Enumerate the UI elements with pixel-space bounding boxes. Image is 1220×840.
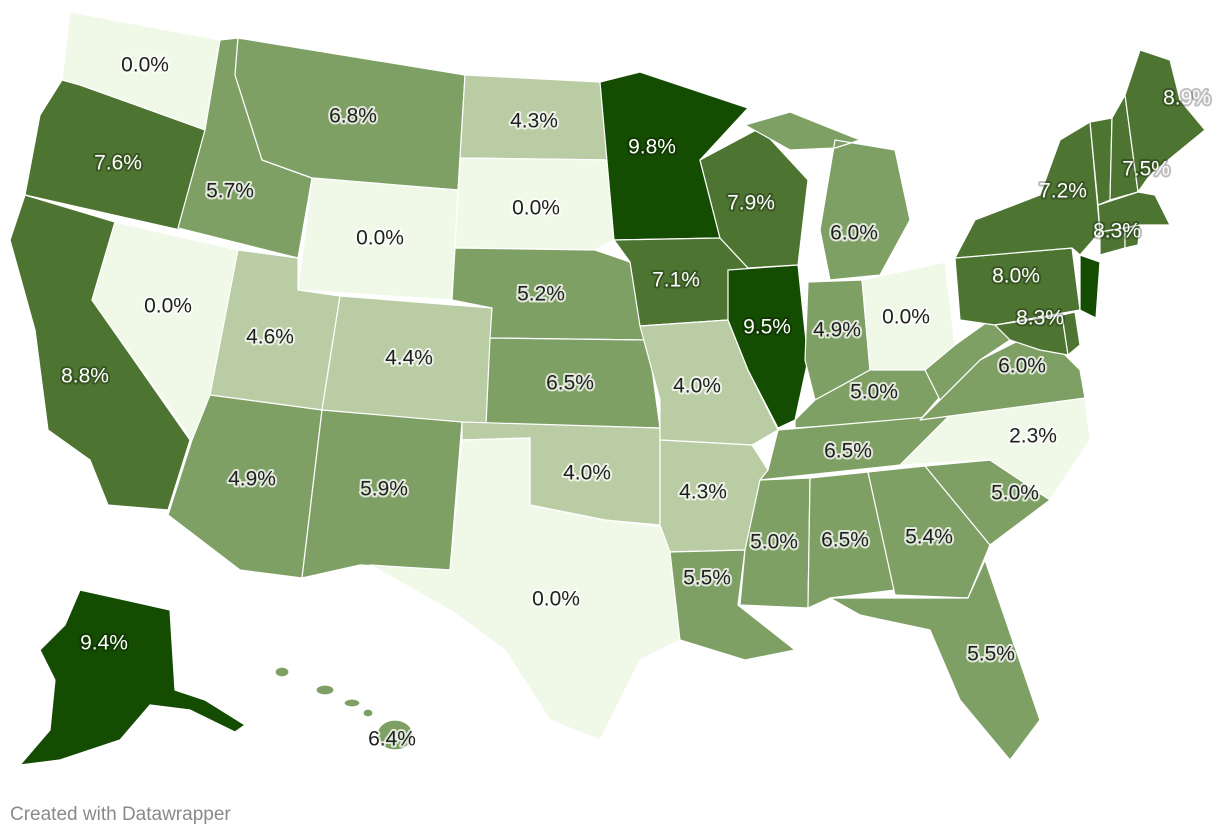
label-tx: 0.0%	[532, 588, 580, 611]
label-ok: 4.0%	[563, 462, 611, 485]
label-nh: 7.5%	[1122, 158, 1170, 181]
value-labels: 0.0% 7.6% 8.8% 0.0% 5.7% 6.8% 0.0% 4.6% …	[59, 52, 1213, 753]
label-ia: 7.1%	[652, 269, 700, 292]
state-or[interactable]	[24, 79, 206, 231]
label-fl: 5.5%	[967, 643, 1015, 666]
label-nm: 5.9%	[360, 478, 408, 501]
state-fl[interactable]	[829, 559, 1041, 761]
label-in: 4.9%	[813, 319, 861, 342]
label-la: 5.5%	[683, 567, 731, 590]
label-md: 8.3%	[1016, 307, 1064, 330]
state-tn[interactable]	[759, 414, 951, 481]
label-va: 6.0%	[998, 355, 1046, 378]
label-hi: 6.4%	[368, 728, 416, 751]
state-il[interactable]	[727, 264, 809, 429]
label-mo: 4.0%	[673, 375, 721, 398]
state-al[interactable]	[807, 471, 896, 609]
state-sd[interactable]	[454, 157, 615, 251]
state-tx[interactable]	[369, 437, 681, 741]
state-nj[interactable]	[1079, 254, 1101, 319]
label-pa: 8.0%	[992, 265, 1040, 288]
label-wa: 0.0%	[121, 54, 169, 77]
label-ky: 5.0%	[850, 381, 898, 404]
label-nd: 4.3%	[510, 110, 558, 133]
label-oh: 0.0%	[882, 306, 930, 329]
label-or: 7.6%	[94, 152, 142, 175]
label-az: 4.9%	[228, 468, 276, 491]
state-mi[interactable]	[744, 111, 911, 281]
label-nv: 0.0%	[144, 295, 192, 318]
label-ma: 8.3%	[1093, 220, 1141, 243]
label-sc: 5.0%	[991, 482, 1039, 505]
state-ri[interactable]	[1124, 224, 1141, 249]
label-mt: 6.8%	[329, 105, 377, 128]
label-mn: 9.8%	[628, 136, 676, 159]
label-ak: 9.4%	[80, 632, 128, 655]
label-ne: 5.2%	[517, 283, 565, 306]
label-sd: 0.0%	[512, 197, 560, 220]
label-ga: 5.4%	[905, 526, 953, 549]
state-ak[interactable]	[19, 589, 246, 766]
label-wi: 7.9%	[727, 192, 775, 215]
label-wy: 0.0%	[356, 227, 404, 250]
state-md[interactable]	[994, 314, 1069, 356]
label-mi: 6.0%	[830, 222, 878, 245]
label-ks: 6.5%	[546, 372, 594, 395]
label-tn: 6.5%	[824, 440, 872, 463]
state-me[interactable]	[1124, 49, 1206, 193]
label-al: 6.5%	[821, 529, 869, 552]
state-de[interactable]	[1061, 311, 1081, 356]
label-me: 8.9%	[1163, 87, 1211, 110]
label-co: 4.4%	[385, 347, 433, 370]
state-ms[interactable]	[739, 477, 811, 609]
label-nc: 2.3%	[1009, 425, 1057, 448]
label-ut: 4.6%	[246, 326, 294, 349]
label-ar: 4.3%	[679, 481, 727, 504]
label-il: 9.5%	[743, 316, 791, 339]
label-ca: 8.8%	[61, 365, 109, 388]
datawrapper-credit: Created with Datawrapper	[10, 804, 231, 825]
label-ms: 5.0%	[750, 531, 798, 554]
label-id: 5.7%	[206, 180, 254, 203]
state-hi[interactable]	[274, 666, 414, 751]
state-ga[interactable]	[867, 465, 991, 599]
label-ny: 7.2%	[1039, 180, 1087, 203]
states-layer	[9, 11, 1206, 766]
